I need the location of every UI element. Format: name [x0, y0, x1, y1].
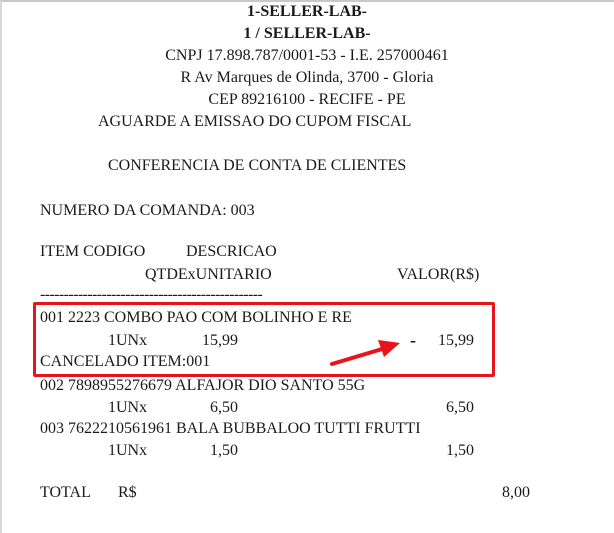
highlight-box	[33, 302, 495, 377]
notice: AGUARDE A EMISSAO DO CUPOM FISCAL	[98, 113, 412, 130]
item-unit: 15,99	[202, 332, 238, 349]
col-item-codigo: ITEM CODIGO	[40, 243, 146, 260]
item-value: 6,50	[446, 399, 474, 416]
item-qty: 1UNx	[108, 332, 148, 349]
total-currency: R$	[118, 484, 137, 501]
col-descricao: DESCRICAO	[186, 243, 277, 260]
item-unit: 6,50	[210, 399, 238, 416]
total-label: TOTAL	[40, 484, 91, 501]
item-line: 001 2223 COMBO PAO COM BOLINHO E RE	[40, 309, 352, 326]
item-qty: 1UNx	[108, 399, 148, 416]
total-value: 8,00	[502, 484, 530, 501]
col-valor: VALOR(R$)	[397, 266, 480, 283]
item-line: 003 7622210561961 BALA BUBBALOO TUTTI FR…	[40, 420, 421, 437]
cancel-note: CANCELADO ITEM:001	[40, 353, 211, 370]
item-qty: 1UNx	[108, 442, 148, 459]
cnpj-line: CNPJ 17.898.787/0001-53 - I.E. 257000461	[165, 47, 449, 64]
item-value: 15,99	[438, 332, 474, 349]
item-line: 002 7898955276679 ALFAJOR DIO SANTO 55G	[40, 377, 366, 394]
separator: ----------------------------------------…	[40, 286, 263, 303]
minus-sign: -	[410, 330, 416, 350]
order-number: NUMERO DA COMANDA: 003	[40, 202, 255, 219]
item-value: 1,50	[446, 442, 474, 459]
receipt-title: CONFERENCIA DE CONTA DE CLIENTES	[108, 157, 407, 174]
cep-line: CEP 89216100 - RECIFE - PE	[208, 91, 406, 108]
store-name: 1-SELLER-LAB-	[246, 3, 368, 20]
col-qtde-unitario: QTDExUNITARIO	[145, 266, 272, 283]
item-unit: 1,50	[210, 442, 238, 459]
store-sub: 1 / SELLER-LAB-	[243, 25, 371, 42]
address: R Av Marques de Olinda, 3700 - Gloria	[180, 69, 434, 86]
